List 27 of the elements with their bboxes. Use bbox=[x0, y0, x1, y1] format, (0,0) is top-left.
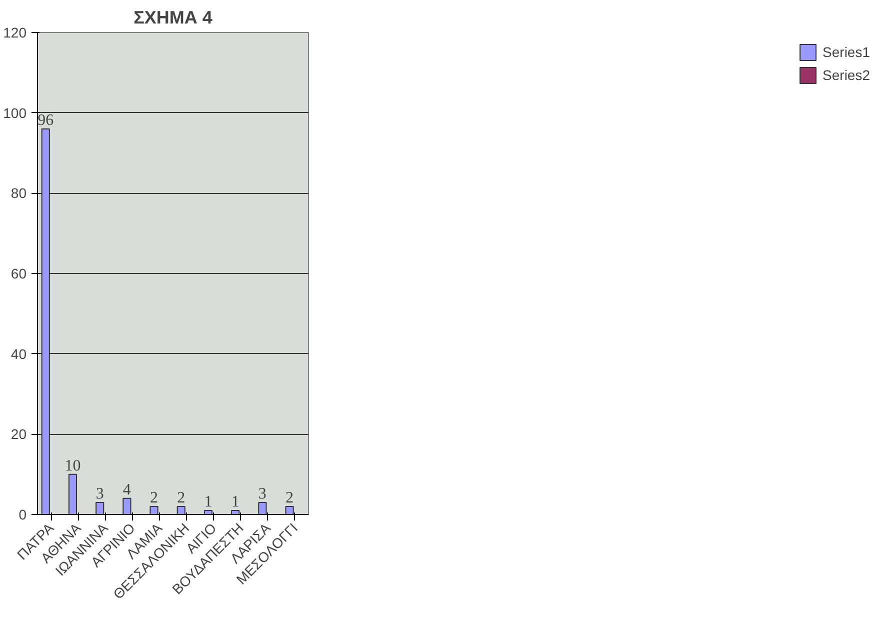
legend-label: Series2 bbox=[822, 67, 870, 83]
data-label: 3 bbox=[258, 485, 266, 502]
data-label: 2 bbox=[286, 489, 294, 506]
y-tick-label: 20 bbox=[10, 426, 27, 442]
data-label: 3 bbox=[96, 485, 104, 502]
bar bbox=[122, 498, 132, 514]
data-label: 2 bbox=[150, 489, 158, 506]
bar bbox=[285, 506, 294, 514]
y-tick-label: 80 bbox=[10, 185, 27, 202]
data-label: 4 bbox=[122, 481, 131, 498]
legend-label: Series1 bbox=[822, 44, 870, 60]
bar bbox=[150, 506, 158, 514]
chart-title: ΣΧΗΜΑ 4 bbox=[134, 8, 212, 28]
data-label: 96 bbox=[38, 112, 54, 129]
y-tick-label: 40 bbox=[10, 346, 27, 362]
data-label: 2 bbox=[177, 489, 186, 506]
bar bbox=[176, 506, 186, 514]
bar bbox=[96, 502, 104, 514]
y-tick-label: 120 bbox=[3, 24, 27, 40]
y-tick-label: 100 bbox=[3, 104, 27, 121]
data-label: 10 bbox=[64, 457, 81, 474]
y-tick-label: 0 bbox=[18, 506, 27, 522]
y-tick-label: 60 bbox=[10, 266, 27, 282]
data-label: 1 bbox=[204, 493, 212, 510]
data-label: 1 bbox=[231, 493, 240, 510]
bar bbox=[68, 474, 78, 514]
bar bbox=[258, 502, 267, 514]
